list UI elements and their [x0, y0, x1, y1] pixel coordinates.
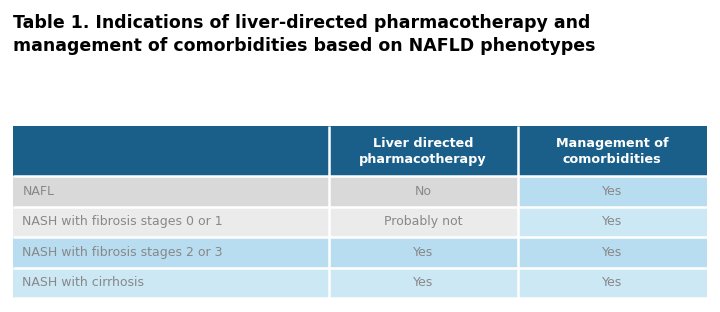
Bar: [329, 176, 518, 207]
Text: NASH with fibrosis stages 2 or 3: NASH with fibrosis stages 2 or 3: [22, 246, 222, 259]
Text: Yes: Yes: [602, 246, 622, 259]
Bar: [518, 237, 707, 267]
Bar: [329, 267, 518, 298]
Text: Table 1. Indications of liver-directed pharmacotherapy and
management of comorbi: Table 1. Indications of liver-directed p…: [13, 14, 595, 55]
Text: NASH with cirrhosis: NASH with cirrhosis: [22, 276, 144, 289]
Text: Liver directed
pharmacotherapy: Liver directed pharmacotherapy: [359, 137, 487, 166]
Text: No: No: [415, 185, 432, 198]
Text: Management of
comorbidities: Management of comorbidities: [556, 137, 669, 166]
Bar: [518, 207, 707, 237]
Bar: [329, 207, 518, 237]
Text: Yes: Yes: [602, 276, 622, 289]
Text: Probably not: Probably not: [384, 215, 462, 228]
Text: NASH with fibrosis stages 0 or 1: NASH with fibrosis stages 0 or 1: [22, 215, 223, 228]
Text: Yes: Yes: [413, 246, 433, 259]
Text: Yes: Yes: [602, 185, 622, 198]
Bar: [13, 207, 329, 237]
Text: Yes: Yes: [602, 215, 622, 228]
Bar: [518, 267, 707, 298]
Bar: [13, 126, 329, 176]
Bar: [13, 176, 329, 207]
Text: NAFL: NAFL: [22, 185, 54, 198]
Bar: [13, 267, 329, 298]
Bar: [329, 237, 518, 267]
Bar: [518, 126, 707, 176]
Text: Yes: Yes: [413, 276, 433, 289]
Bar: [13, 237, 329, 267]
Bar: [329, 126, 518, 176]
Bar: [518, 176, 707, 207]
